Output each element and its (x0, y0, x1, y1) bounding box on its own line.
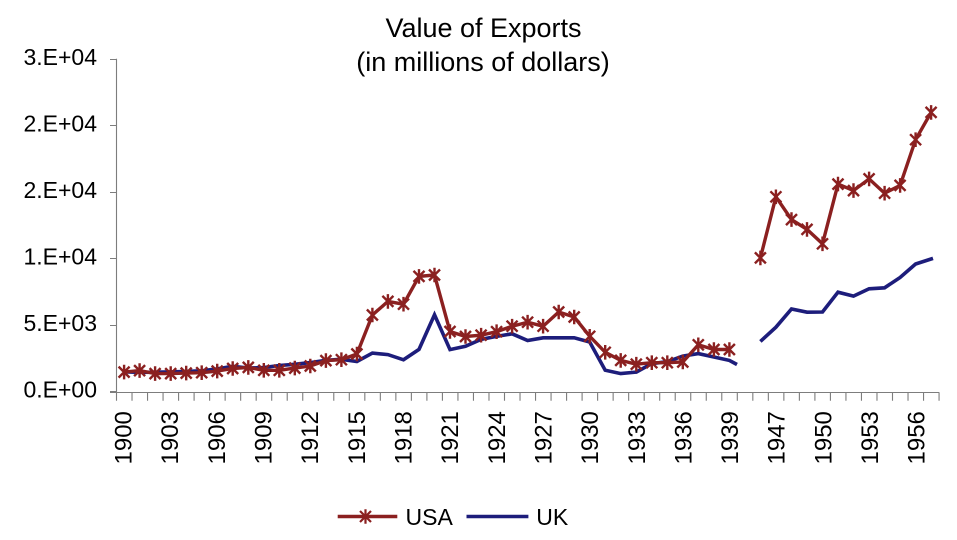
svg-text:1950: 1950 (810, 411, 837, 464)
svg-text:1956: 1956 (904, 411, 931, 464)
svg-text:(in millions of dollars): (in millions of dollars) (356, 47, 610, 77)
svg-text:1947: 1947 (764, 411, 791, 464)
svg-text:1930: 1930 (577, 411, 604, 464)
svg-text:1.E+04: 1.E+04 (23, 244, 97, 270)
svg-text:USA: USA (406, 504, 454, 530)
svg-text:UK: UK (536, 504, 569, 530)
svg-text:1903: 1903 (157, 411, 184, 464)
svg-text:5.E+03: 5.E+03 (23, 310, 97, 336)
svg-text:1906: 1906 (204, 411, 231, 464)
svg-text:3.E+04: 3.E+04 (23, 44, 97, 70)
svg-text:0.E+00: 0.E+00 (23, 377, 97, 403)
svg-text:1915: 1915 (344, 411, 371, 464)
svg-text:1939: 1939 (717, 411, 744, 464)
svg-text:1909: 1909 (251, 411, 278, 464)
svg-text:2.E+04: 2.E+04 (23, 111, 97, 137)
svg-text:1900: 1900 (111, 411, 138, 464)
svg-text:1912: 1912 (297, 411, 324, 464)
svg-text:1927: 1927 (530, 411, 557, 464)
svg-text:1933: 1933 (624, 411, 651, 464)
svg-text:2.E+04: 2.E+04 (23, 177, 97, 203)
svg-text:1921: 1921 (437, 411, 464, 464)
svg-text:1924: 1924 (484, 411, 511, 464)
svg-text:1953: 1953 (857, 411, 884, 464)
svg-text:1918: 1918 (391, 411, 418, 464)
svg-text:1936: 1936 (670, 411, 697, 464)
svg-text:Value of Exports: Value of Exports (385, 13, 581, 43)
